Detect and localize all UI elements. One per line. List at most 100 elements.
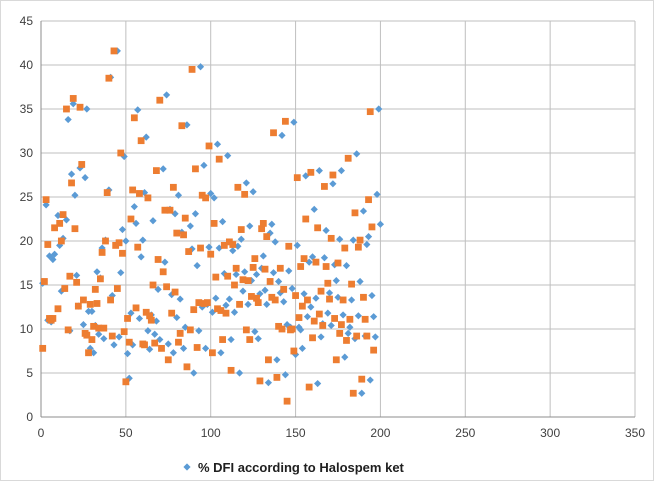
data-point-orange	[217, 307, 225, 314]
data-point-blue	[241, 268, 249, 276]
data-point-orange	[180, 231, 187, 239]
data-point-orange	[310, 317, 318, 325]
data-point-blue	[295, 323, 303, 331]
data-point-blue	[356, 277, 364, 286]
data-point-blue	[366, 376, 374, 384]
data-point-orange	[324, 279, 332, 287]
data-point-orange	[147, 316, 155, 324]
data-point-blue	[149, 217, 157, 225]
data-point-blue	[217, 349, 225, 357]
data-point-blue	[280, 298, 288, 306]
data-point-orange	[321, 183, 328, 190]
data-point-orange	[166, 206, 174, 214]
data-point-blue	[193, 262, 201, 270]
data-point-blue	[341, 353, 349, 361]
data-point-blue	[322, 226, 330, 235]
data-point-orange	[239, 276, 247, 284]
data-point-orange	[336, 330, 344, 337]
data-point-blue	[115, 333, 123, 341]
data-point-orange	[361, 315, 369, 323]
data-point-blue	[125, 374, 133, 382]
data-point-blue	[246, 222, 254, 230]
x-tick-label: 350	[625, 426, 645, 440]
data-point-orange	[363, 332, 371, 340]
data-point-blue	[79, 321, 88, 329]
data-point-blue	[268, 220, 276, 228]
data-point-blue	[139, 236, 147, 244]
data-point-blue	[227, 335, 235, 344]
data-point-orange	[137, 137, 145, 145]
data-point-blue	[308, 253, 317, 261]
data-point-blue	[86, 344, 94, 352]
data-point-orange	[57, 237, 65, 245]
data-point-blue	[224, 152, 232, 160]
data-point-blue	[235, 369, 244, 377]
data-point-orange	[108, 332, 116, 340]
data-point-blue	[144, 327, 152, 335]
data-point-orange	[171, 288, 179, 296]
data-point-blue	[376, 220, 385, 228]
data-point-blue	[127, 309, 135, 317]
data-point-blue	[174, 191, 183, 199]
legend: % DFI according to Halospem ket	[183, 460, 405, 475]
data-point-blue	[353, 150, 361, 158]
data-point-blue	[64, 115, 72, 124]
data-point-blue	[88, 307, 96, 315]
data-point-orange	[256, 377, 264, 385]
data-point-orange	[85, 349, 92, 357]
data-point-orange	[298, 302, 306, 310]
data-point-orange	[266, 278, 274, 285]
y-tick-label: 20	[20, 234, 34, 248]
data-point-orange	[248, 293, 255, 300]
data-point-orange	[73, 278, 81, 286]
data-point-blue	[195, 327, 203, 335]
data-point-orange	[110, 47, 118, 55]
data-point-blue	[190, 369, 198, 377]
data-point-blue	[363, 240, 371, 249]
data-point-orange	[341, 244, 349, 252]
data-point-orange	[283, 397, 291, 405]
data-point-blue	[266, 229, 274, 237]
data-point-orange	[105, 74, 113, 82]
data-point-blue	[325, 289, 334, 297]
data-point-orange	[188, 66, 196, 73]
data-point-blue	[42, 201, 50, 209]
data-point-orange	[151, 339, 159, 347]
data-point-orange	[265, 356, 272, 364]
data-point-orange	[169, 183, 177, 191]
data-point-blue	[67, 170, 76, 178]
data-point-orange	[222, 309, 230, 317]
data-point-orange	[173, 229, 181, 237]
data-point-orange	[249, 264, 257, 271]
data-point-blue	[347, 296, 356, 304]
data-point-orange	[164, 356, 172, 364]
data-point-orange	[370, 346, 378, 354]
data-point-orange	[278, 325, 286, 333]
data-point-orange	[319, 322, 327, 329]
data-point-blue	[169, 349, 177, 357]
data-point-blue	[358, 389, 366, 397]
data-point-orange	[168, 309, 176, 317]
data-point-blue	[161, 258, 169, 266]
data-point-orange	[103, 189, 111, 196]
data-point-orange	[127, 215, 135, 223]
data-point-orange	[144, 194, 152, 202]
data-point-blue	[212, 294, 220, 302]
data-point-orange	[334, 259, 342, 267]
data-point-blue	[210, 194, 218, 202]
y-tick-label: 0	[26, 410, 33, 424]
data-point-blue	[370, 313, 378, 321]
data-point-orange	[366, 108, 374, 116]
data-point-blue	[337, 167, 345, 175]
data-point-blue	[202, 344, 210, 352]
data-point-blue	[93, 268, 101, 276]
data-point-blue	[269, 269, 278, 277]
data-point-orange	[281, 117, 289, 125]
y-tick-label: 25	[20, 190, 34, 204]
data-point-orange	[317, 287, 325, 295]
data-point-orange	[93, 300, 101, 307]
data-point-orange	[237, 226, 245, 233]
data-point-blue	[373, 190, 381, 198]
data-point-blue	[249, 188, 257, 196]
